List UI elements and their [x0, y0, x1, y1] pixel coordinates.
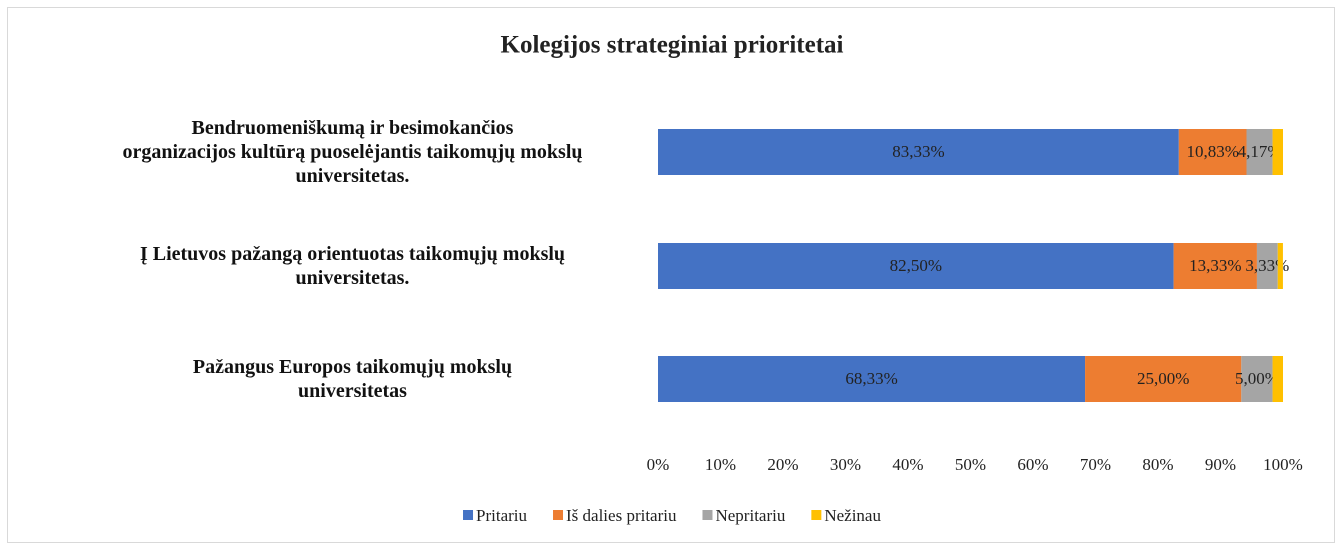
- bar-segment: [1256, 243, 1278, 289]
- x-tick-label: 0%: [647, 455, 670, 474]
- bar-segment: [1246, 129, 1273, 175]
- category-label: Į Lietuvos pažangą orientuotas taikomųjų…: [139, 243, 566, 289]
- x-tick-label: 60%: [1017, 455, 1048, 474]
- x-tick-label: 70%: [1080, 455, 1111, 474]
- x-tick-label: 40%: [892, 455, 923, 474]
- x-tick-label: 30%: [830, 455, 861, 474]
- x-tick-label: 100%: [1263, 455, 1303, 474]
- bar-segment: [658, 243, 1174, 289]
- bar-segment: [658, 356, 1086, 402]
- x-tick-label: 80%: [1142, 455, 1173, 474]
- legend-swatch: [463, 510, 474, 520]
- bar-segment: [1272, 129, 1283, 175]
- legend-swatch: [553, 510, 564, 520]
- data-label: 82,50%: [890, 256, 942, 275]
- data-label: 83,33%: [892, 142, 944, 161]
- legend-swatch: [811, 510, 822, 520]
- legend-label: Nepritariu: [715, 506, 785, 525]
- data-label: 25,00%: [1137, 369, 1189, 388]
- x-tick-label: 20%: [767, 455, 798, 474]
- bar-segment: [658, 129, 1179, 175]
- category-label: Pažangus Europos taikomųjų mokslų univer…: [192, 356, 513, 402]
- bar-segment: [1272, 356, 1283, 402]
- data-label: 4,17%: [1238, 142, 1282, 161]
- category-label: Bendruomeniškumą ir besimokančios organi…: [122, 117, 583, 187]
- data-label: 5,00%: [1235, 369, 1279, 388]
- legend-label: Iš dalies pritariu: [566, 506, 677, 525]
- bar-segment: [1173, 243, 1257, 289]
- x-tick-label: 50%: [955, 455, 986, 474]
- bar-segment: [1241, 356, 1273, 402]
- bar-segment: [1277, 243, 1283, 289]
- x-tick-label: 90%: [1205, 455, 1236, 474]
- chart-title: Kolegijos strateginiai prioritetai: [501, 32, 844, 59]
- legend-label: Nežinau: [824, 506, 881, 525]
- legend-label: Pritariu: [476, 506, 527, 525]
- data-label: 68,33%: [845, 369, 897, 388]
- legend-swatch: [702, 510, 713, 520]
- bar-segment: [1178, 129, 1247, 175]
- data-label: 10,83%: [1186, 142, 1238, 161]
- x-tick-label: 10%: [705, 455, 736, 474]
- data-label: 13,33%: [1189, 256, 1241, 275]
- bar-segment: [1085, 356, 1242, 402]
